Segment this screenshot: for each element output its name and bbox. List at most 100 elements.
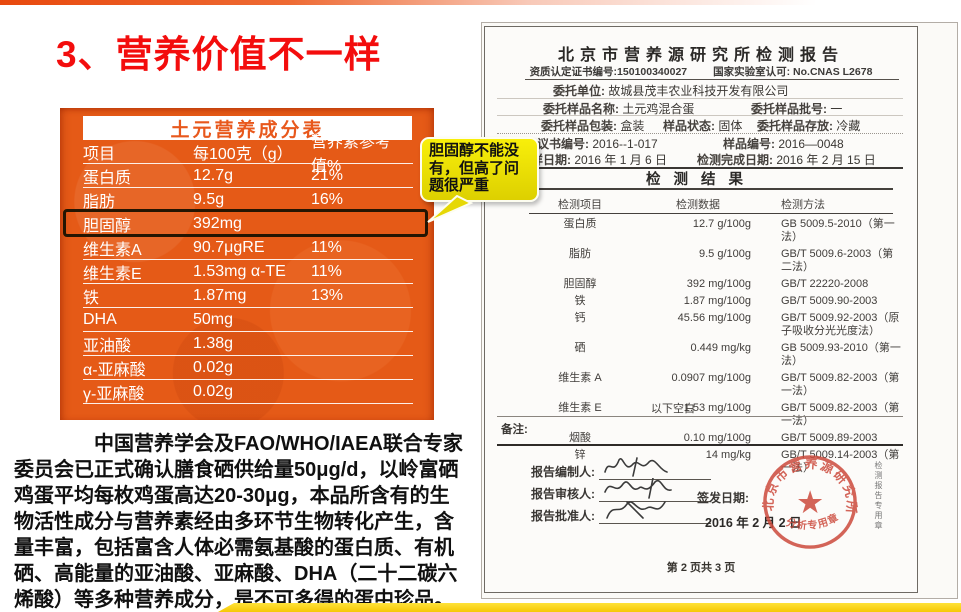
- nutrition-item-cell: 维生素A: [83, 241, 142, 259]
- nutrition-amount-cell: 9.5g: [193, 190, 225, 208]
- nutrition-amount-cell: 1.87mg: [193, 286, 247, 304]
- results-item-cell: 胆固醇: [563, 278, 597, 290]
- bottom-accent-bar: [218, 603, 961, 612]
- nutrition-amount-cell: 90.7μgRE: [193, 238, 265, 256]
- cholesterol-highlight-box: [63, 209, 428, 237]
- results-data-cell: 392 mg/100g: [686, 278, 751, 290]
- rule: [529, 213, 893, 214]
- field-value: 冷藏: [833, 119, 861, 133]
- nutrition-item-cell: 脂肪: [83, 193, 116, 211]
- stamp-star-icon: ★: [796, 485, 824, 520]
- nutrition-amount-cell: 392mg: [193, 214, 242, 232]
- report-field: 委托样品包装: 盒装: [541, 117, 644, 134]
- nutrition-item-cell: DHA: [83, 310, 117, 328]
- results-data-cell: 1.87 mg/100g: [683, 295, 751, 307]
- results-row: 脂肪 9.5 g/100g GB/T 5009.6-2003（第二法）: [515, 248, 903, 274]
- results-header-item: 检测项目: [558, 199, 602, 211]
- nutrition-table-body: 蛋白质 12.7g 21% 脂肪 9.5g 16% 胆固醇 392mg 维生素A 90.7μgRE…: [60, 164, 434, 404]
- nutrition-table-title-bar: 土元营养成分表: [83, 116, 412, 141]
- nutrition-row: 蛋白质 12.7g 21%: [83, 164, 413, 188]
- nutrition-item-cell: 胆固醇: [83, 217, 132, 235]
- results-row: 维生素 A 0.0907 mg/100g GB/T 5009.82-2003（第一法…: [515, 372, 903, 398]
- results-data-cell: 0.0907 mg/100g: [671, 372, 751, 384]
- results-row: 蛋白质 12.7 g/100g GB 5009.5-2010（第一法）: [515, 218, 903, 244]
- field-value: 2016--1-017: [589, 136, 658, 151]
- remarks-label: 备注:: [501, 424, 528, 436]
- report-field-row: 委托样品包装: 盒装 样品状态: 固体 委托样品存放: 冷藏: [497, 116, 903, 134]
- report-field-row: 委托单位: 故城县茂丰农业科技开发有限公司: [497, 81, 903, 99]
- results-data-cell: 1.53 mg/100g: [683, 402, 751, 414]
- report-field: 检测完成日期: 2016 年 2 月 15 日: [697, 151, 876, 168]
- report-frame: 北京市营养源研究所检测报告 资质认定证书编号:150100340027 国家实验…: [484, 26, 918, 593]
- signature-line: [599, 457, 711, 480]
- field-value: 一: [827, 101, 843, 116]
- nutrition-header-nrv: 营养素参考值%: [311, 133, 392, 175]
- results-item-cell: 铁: [574, 295, 586, 307]
- nutrition-item-cell: 维生素E: [83, 265, 142, 283]
- results-method-cell: GB/T 5009.90-2003: [781, 295, 878, 307]
- results-data-cell: 45.56 mg/100g: [677, 312, 751, 324]
- results-data-cell: 9.5 g/100g: [699, 248, 751, 260]
- results-method-cell: GB 5009.5-2010（第一法）: [781, 218, 895, 243]
- nutrition-amount-cell: 50mg: [193, 310, 234, 328]
- report-field-row: 委托样品名称: 土元鸡混合蛋 委托样品批号: 一: [497, 99, 903, 117]
- nutrition-row: 铁 1.87mg 13%: [83, 284, 413, 308]
- nutrition-row: 维生素E 1.53mg α-TE 11%: [83, 260, 413, 284]
- nutrition-item-cell: α-亚麻酸: [83, 361, 146, 379]
- signature-scribble: [606, 501, 666, 519]
- report-field: 样品编号: 2016—0048: [723, 135, 844, 152]
- nutrition-amount-cell: 1.53mg α-TE: [193, 262, 286, 280]
- nutrition-item-cell: 铁: [83, 289, 100, 307]
- field-value: 2016 年 2 月 15 日: [773, 153, 876, 167]
- results-row: 维生素 E 1.53 mg/100g GB/T 5009.82-2003（第一法）: [515, 402, 903, 428]
- report-field: 委托单位: 故城县茂丰农业科技开发有限公司: [553, 82, 788, 99]
- nutrition-nrv-cell: 21%: [311, 166, 344, 184]
- report-field: 收样日期: 2016 年 1 月 6 日: [519, 151, 667, 168]
- signature-row: 报告批准人:: [531, 501, 711, 524]
- field-label: 委托样品存放:: [757, 119, 833, 133]
- results-item-cell: 脂肪: [569, 248, 591, 260]
- report-title: 北京市营养源研究所检测报告: [557, 47, 844, 64]
- rule: [529, 188, 893, 190]
- nutrition-row: α-亚麻酸 0.02g: [83, 356, 413, 380]
- results-method-cell: GB 5009.93-2010（第一法）: [781, 342, 901, 367]
- rule: [497, 416, 903, 417]
- results-row: 胆固醇 392 mg/100g GB/T 22220-2008: [515, 278, 903, 291]
- results-row: 钙 45.56 mg/100g GB/T 5009.92-2003（原子吸收分光光度…: [515, 312, 903, 338]
- results-method-cell: GB/T 5009.82-2003（第一法）: [781, 402, 900, 427]
- results-item-cell: 钙: [574, 312, 586, 324]
- end-blank-note: 以下空白: [651, 403, 695, 415]
- results-header-method: 检测方法: [781, 199, 825, 211]
- results-item-cell: 维生素 E: [558, 402, 602, 414]
- field-label: 委托样品名称:: [543, 101, 619, 116]
- results-method-cell: GB/T 5009.92-2003（原子吸收分光光度法）: [781, 312, 900, 337]
- signature-line: [599, 478, 711, 502]
- nutrition-row: 维生素A 90.7μgRE 11%: [83, 236, 413, 260]
- results-table-body: 蛋白质 12.7 g/100g GB 5009.5-2010（第一法） 脂肪 9.5 g…: [515, 218, 903, 479]
- field-value: 2016—0048: [775, 136, 844, 151]
- signature-scribble: [604, 478, 672, 499]
- issue-date: 2016 年 2 月 2 日: [705, 516, 802, 530]
- lab-accreditation: 国家实验室认可: No.CNAS L2678: [713, 66, 873, 78]
- results-header-data: 检测数据: [676, 199, 720, 211]
- nutrition-table-title: 土元营养成分表: [170, 119, 325, 141]
- report-cert-line: 资质认定证书编号:150100340027 国家实验室认可: No.CNAS L…: [485, 64, 917, 79]
- report-field: 委托样品名称: 土元鸡混合蛋: [543, 100, 694, 117]
- cholesterol-callout-bubble: 胆固醇不能没有，但高了问题很严重: [420, 137, 539, 223]
- field-value: 土元鸡混合蛋: [619, 101, 695, 116]
- signature-line: [599, 501, 711, 524]
- field-label: 样品编号:: [723, 136, 775, 151]
- nutrition-nrv-cell: 16%: [311, 190, 344, 208]
- signer-label: 报告批准人:: [531, 509, 595, 523]
- results-data-cell: 0.449 mg/kg: [690, 342, 751, 354]
- official-stamp: 北京市营养源研究所 ★ 分析专用章: [761, 455, 858, 549]
- results-method-cell: GB/T 5009.6-2003（第二法）: [781, 248, 894, 273]
- page-footer: 第 2 页共 3 页: [666, 562, 736, 574]
- nutrition-row: 亚油酸 1.38g: [83, 332, 413, 356]
- field-label: 委托单位:: [553, 84, 605, 98]
- nutrition-header-item: 项目: [83, 145, 116, 163]
- nutrition-row: 脂肪 9.5g 16%: [83, 188, 413, 212]
- signer-label: 报告编制人:: [531, 465, 595, 479]
- field-value: 固体: [715, 119, 743, 133]
- nutrition-item-cell: 蛋白质: [83, 169, 132, 187]
